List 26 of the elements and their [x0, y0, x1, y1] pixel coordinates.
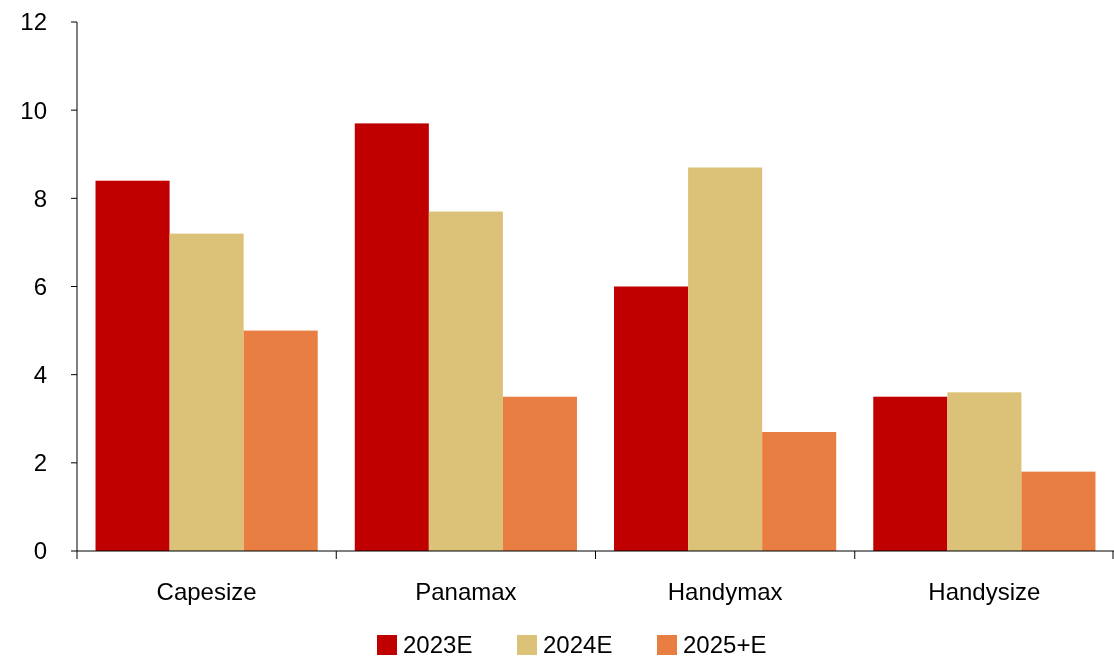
bar — [95, 180, 170, 551]
x-tick-label: Panamax — [415, 578, 517, 605]
bar — [688, 167, 763, 551]
x-tick-label: Handysize — [928, 578, 1041, 605]
bar — [947, 392, 1022, 551]
bar — [243, 330, 318, 551]
bar — [762, 431, 837, 551]
legend-label: 2025+E — [683, 631, 767, 659]
bar — [1021, 471, 1096, 551]
y-tick-label: 6 — [33, 272, 47, 300]
y-tick-label: 4 — [33, 361, 47, 389]
y-tick-label: 0 — [33, 537, 47, 565]
legend-label: 2023E — [403, 631, 473, 659]
bar — [614, 286, 689, 551]
legend-label: 2024E — [543, 631, 613, 659]
bar — [169, 233, 244, 551]
bar — [502, 396, 577, 551]
bar — [428, 211, 503, 551]
x-tick-label: Handymax — [667, 578, 783, 605]
y-tick-label: 2 — [33, 449, 47, 477]
bar — [354, 123, 429, 551]
y-tick-label: 12 — [20, 8, 47, 36]
x-tick-label: Capesize — [156, 578, 257, 605]
y-tick-label: 8 — [33, 184, 47, 212]
y-tick-label: 10 — [20, 96, 47, 124]
bar — [873, 396, 948, 551]
